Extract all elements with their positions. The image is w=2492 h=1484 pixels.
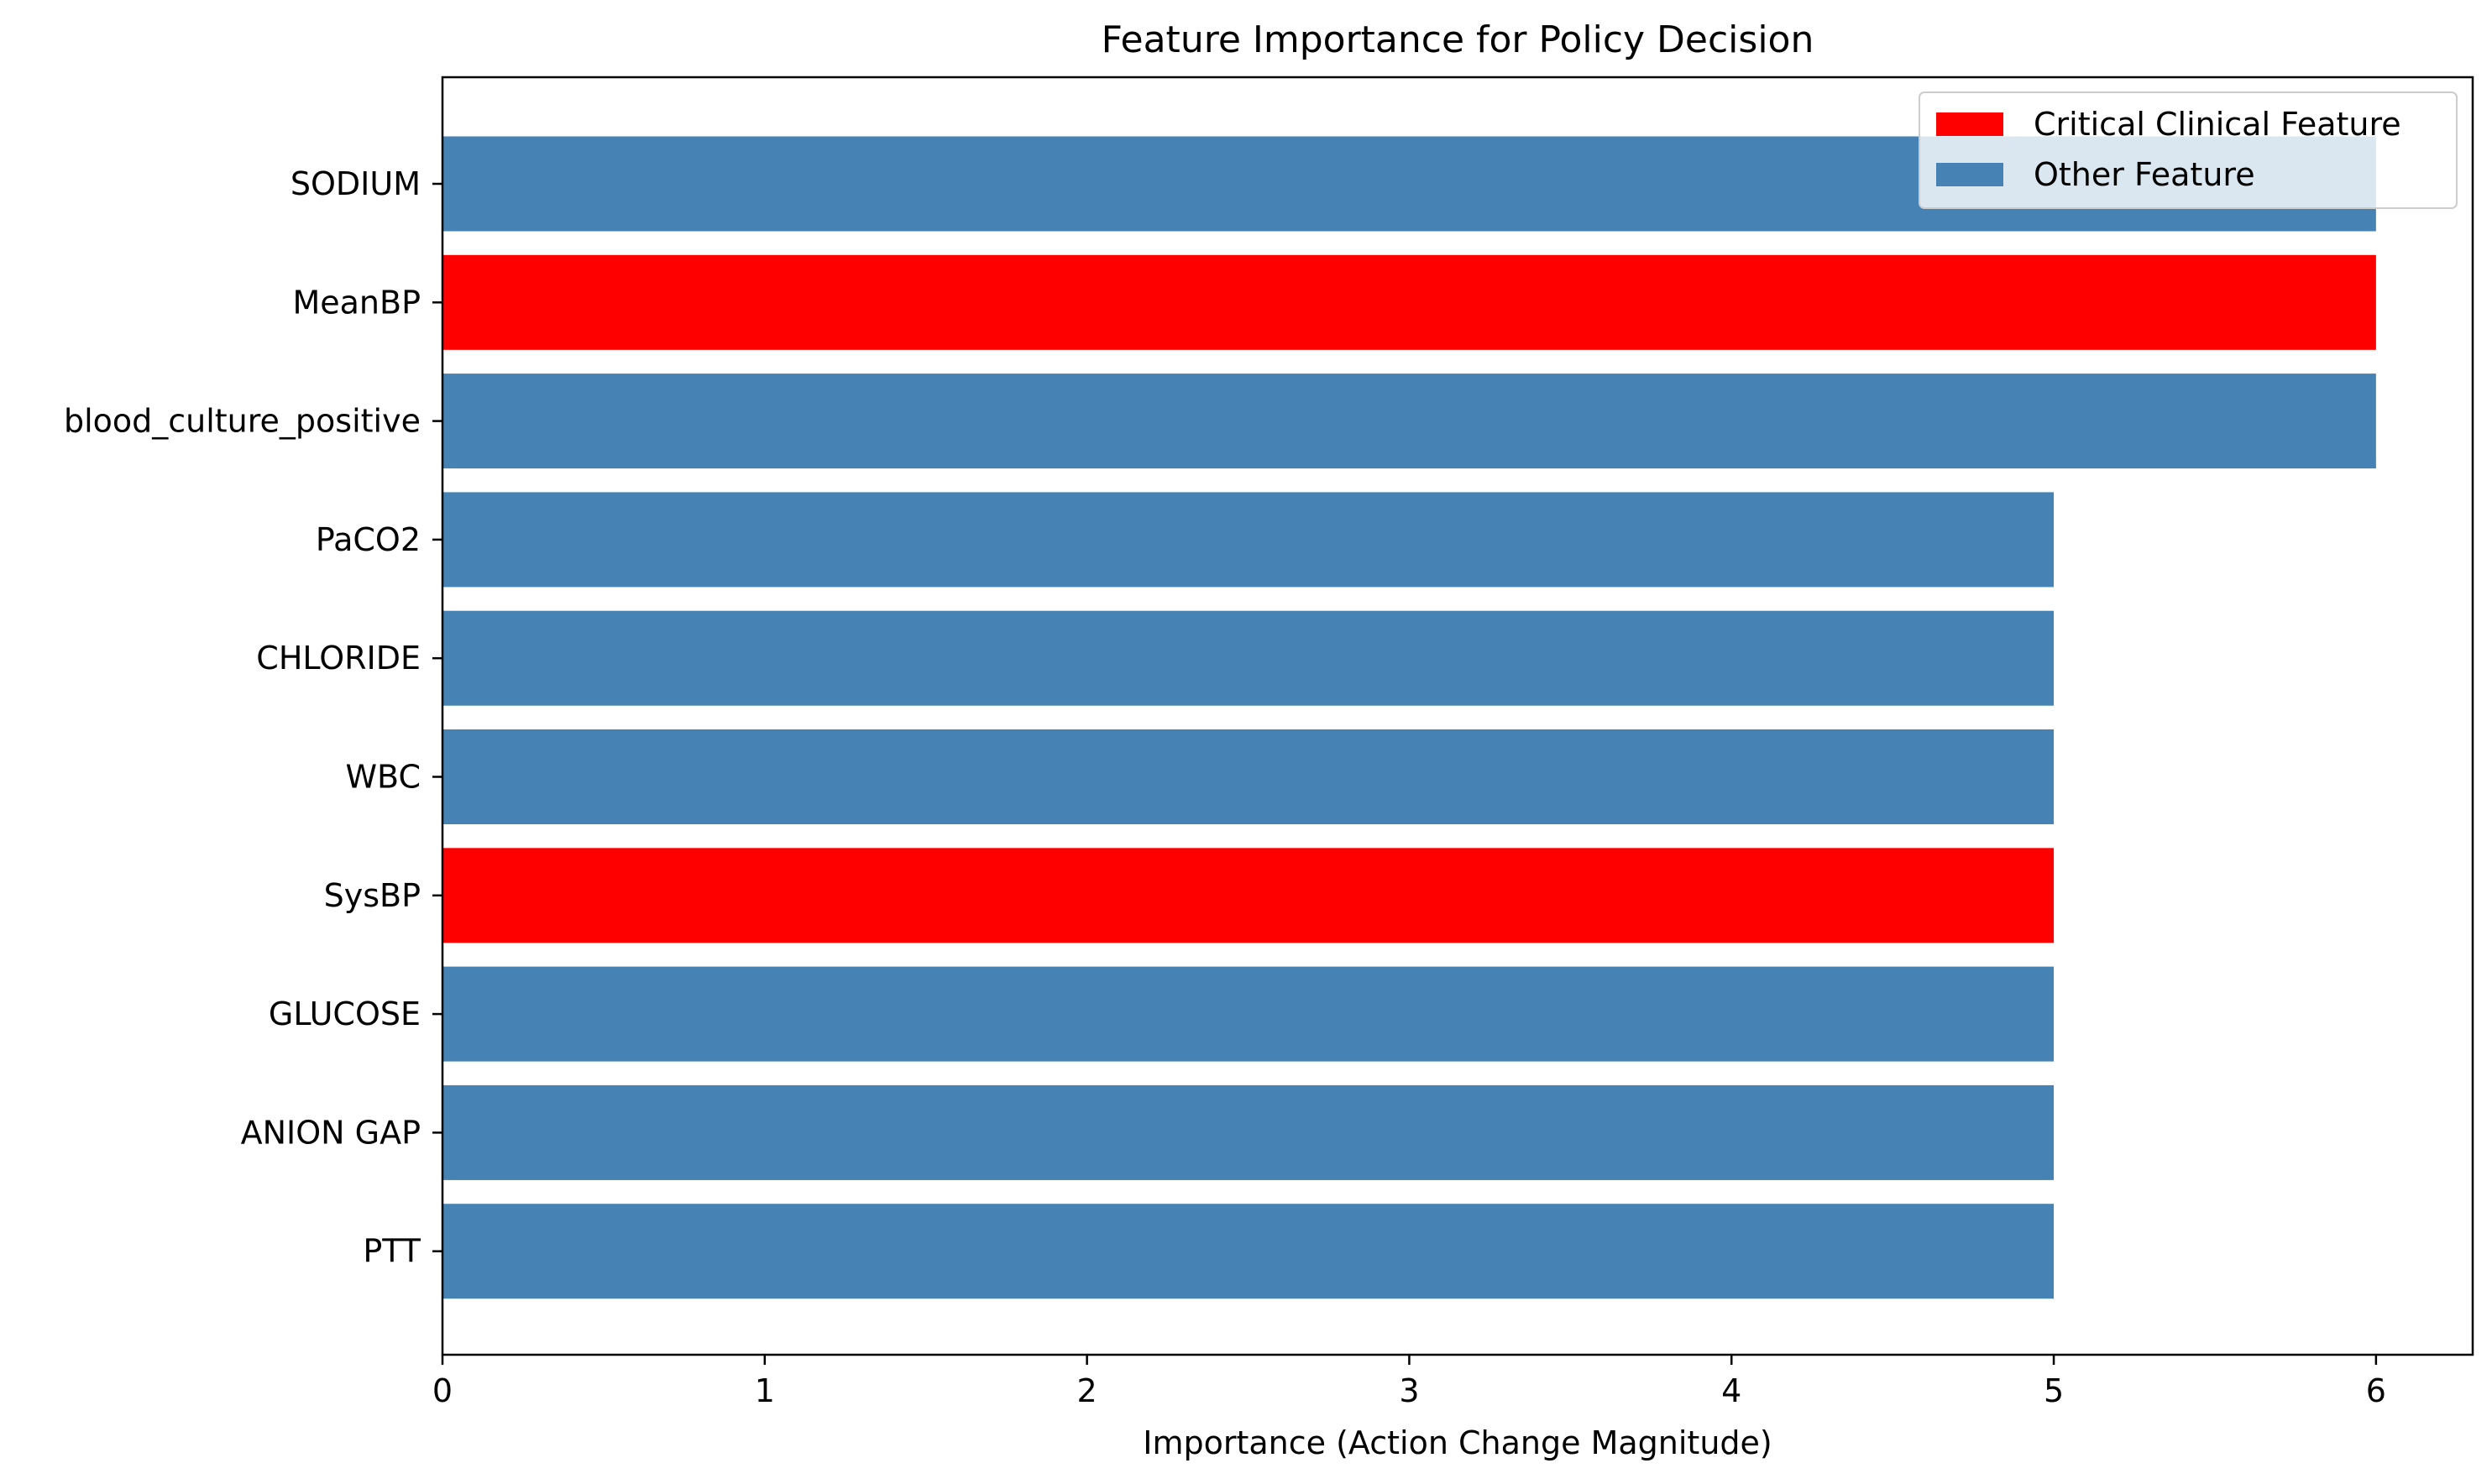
legend-label: Other Feature — [2034, 156, 2255, 193]
x-tick-label: 2 — [1077, 1372, 1097, 1409]
y-tick-label: CHLORIDE — [256, 640, 421, 677]
x-tick-label: 3 — [1399, 1372, 1419, 1409]
bar-sysbp — [442, 848, 2055, 943]
bar-chloride — [442, 610, 2055, 706]
legend: Critical Clinical Feature Other Feature — [1919, 91, 2458, 209]
x-axis: 0 1 2 3 4 5 6 — [432, 1355, 2386, 1409]
y-tick-label: WBC — [345, 759, 421, 796]
bar-meanbp — [442, 254, 2376, 350]
y-tick-label: ANION GAP — [241, 1114, 421, 1151]
x-tick-label: 1 — [755, 1372, 775, 1409]
bars-group — [442, 136, 2376, 1299]
legend-label: Critical Clinical Feature — [2034, 106, 2401, 143]
y-tick-label: PaCO2 — [316, 521, 421, 558]
x-tick-label: 0 — [432, 1372, 453, 1409]
bar-anion-gap — [442, 1084, 2055, 1180]
y-tick-label: SysBP — [324, 877, 421, 914]
legend-swatch — [1936, 163, 2003, 186]
y-axis: SODIUM MeanBP blood_culture_positive PaCO2 C… — [64, 165, 442, 1270]
x-tick-label: 5 — [2044, 1372, 2064, 1409]
chart-title: Feature Importance for Policy Decision — [1102, 18, 1814, 61]
y-tick-label: blood_culture_positive — [64, 403, 421, 440]
legend-frame — [1919, 91, 2458, 209]
x-tick-label: 6 — [2366, 1372, 2386, 1409]
bar-paco2 — [442, 492, 2055, 588]
legend-swatch — [1936, 112, 2003, 136]
plot-frame — [441, 76, 2474, 1356]
bar-wbc — [442, 729, 2055, 824]
bar-ptt — [442, 1204, 2055, 1299]
y-tick-label: PTT — [363, 1233, 421, 1270]
y-tick-label: GLUCOSE — [269, 995, 421, 1032]
y-tick-label: SODIUM — [291, 165, 421, 202]
bar-glucose — [442, 966, 2055, 1062]
bar-blood-culture-positive — [442, 374, 2376, 469]
y-tick-label: MeanBP — [292, 284, 421, 321]
x-axis-label: Importance (Action Change Magnitude) — [1143, 1424, 1772, 1461]
x-tick-label: 4 — [1721, 1372, 1741, 1409]
